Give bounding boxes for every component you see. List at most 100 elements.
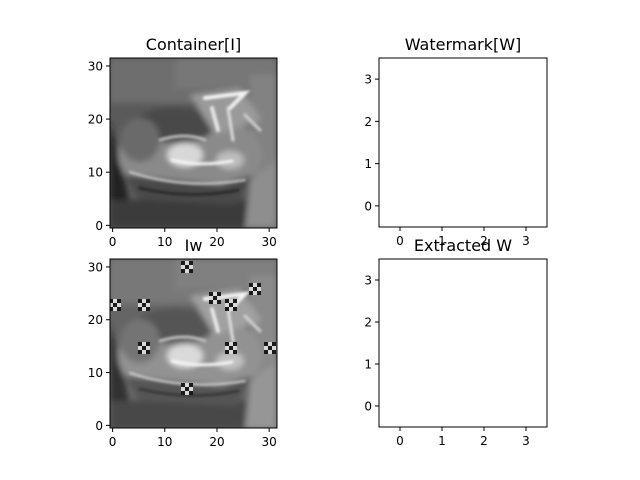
- watermark-mark: [229, 299, 233, 303]
- x-tick-label: 30: [262, 235, 277, 249]
- watermark-mark: [253, 287, 257, 291]
- watermark-mark: [249, 291, 253, 295]
- watermark-mark: [138, 350, 142, 354]
- watermark-mark: [146, 299, 150, 303]
- watermark-mark: [257, 291, 261, 295]
- x-tick-label: 3: [522, 434, 530, 448]
- x-tick-label: 10: [157, 235, 172, 249]
- watermark-mark: [209, 296, 213, 300]
- watermark-mark: [217, 296, 221, 300]
- watermark-mark: [110, 303, 113, 307]
- watermark-mark: [253, 283, 257, 287]
- watermark-mark: [142, 346, 146, 350]
- watermark-mark: [189, 391, 193, 395]
- panel-title: Extracted W: [414, 236, 512, 255]
- watermark-mark: [233, 307, 237, 311]
- axes-frame: [378, 258, 548, 428]
- watermark-mark: [217, 300, 221, 304]
- watermark-mark: [142, 299, 146, 303]
- watermark-mark: [181, 387, 185, 391]
- x-tick-label: 1: [438, 234, 446, 248]
- y-tick-label: 3: [364, 73, 372, 87]
- watermark-mark: [225, 307, 229, 311]
- watermark-mark: [113, 307, 117, 311]
- x-tick-label: 0: [109, 435, 117, 449]
- watermark-mark: [257, 283, 261, 287]
- watermark-mark: [264, 346, 268, 350]
- watermark-mark: [264, 350, 268, 354]
- car-image: [110, 259, 277, 428]
- watermark-mark: [272, 342, 276, 346]
- y-tick-label: 0: [364, 199, 372, 213]
- watermark-mark: [138, 342, 142, 346]
- x-tick-label: 1: [438, 434, 446, 448]
- x-tick-label: 2: [480, 434, 488, 448]
- y-tick-label: 2: [364, 115, 372, 129]
- watermark-mark: [110, 307, 113, 311]
- watermark-mark: [233, 303, 237, 307]
- x-tick-label: 0: [396, 434, 404, 448]
- watermark-mark: [181, 265, 185, 269]
- watermark-mark: [217, 292, 221, 296]
- watermark-mark: [225, 342, 229, 346]
- watermark-mark: [189, 265, 193, 269]
- watermark-mark: [146, 303, 150, 307]
- watermark-mark: [142, 303, 146, 307]
- watermark-mark: [142, 342, 146, 346]
- watermark-mark: [209, 292, 213, 296]
- watermark-mark: [233, 346, 237, 350]
- watermark-mark: [268, 350, 272, 354]
- watermark-mark: [113, 303, 117, 307]
- watermark-mark: [268, 342, 272, 346]
- watermark-mark: [213, 292, 217, 296]
- watermark-mark: [189, 383, 193, 387]
- watermark-mark: [189, 387, 193, 391]
- watermark-mark: [142, 307, 146, 311]
- subplot-1: 0 1 2 3 0 1 2 3 Watermark[W]: [364, 35, 548, 248]
- y-tick-label: 30: [88, 59, 103, 73]
- watermark-mark: [117, 303, 121, 307]
- watermark-mark: [225, 303, 229, 307]
- y-tick-label: 3: [364, 274, 372, 288]
- watermark-mark: [233, 299, 237, 303]
- x-tick-label: 0: [396, 234, 404, 248]
- y-tick-label: 10: [88, 166, 103, 180]
- watermark-mark: [146, 346, 150, 350]
- watermark-mark: [138, 307, 142, 311]
- watermark-mark: [189, 269, 193, 273]
- axes-frame: [378, 57, 548, 228]
- watermark-mark: [257, 287, 261, 291]
- watermark-mark: [229, 350, 233, 354]
- watermark-mark: [185, 265, 189, 269]
- panel-title: Watermark[W]: [405, 35, 522, 54]
- watermark-mark: [110, 299, 113, 303]
- watermark-mark: [272, 346, 276, 350]
- watermark-mark: [268, 346, 272, 350]
- panel-title: Container[I]: [146, 35, 241, 54]
- watermark-mark: [225, 350, 229, 354]
- axes-frame: [109, 258, 278, 429]
- y-tick-label: 2: [364, 316, 372, 330]
- watermark-mark: [185, 261, 189, 265]
- watermark-mark: [117, 307, 121, 311]
- watermark-mark: [233, 350, 237, 354]
- watermark-mark: [213, 296, 217, 300]
- panel-title: Iw: [185, 236, 203, 255]
- watermark-mark: [181, 269, 185, 273]
- watermark-mark: [249, 287, 253, 291]
- x-tick-label: 20: [209, 435, 224, 449]
- watermark-mark: [233, 342, 237, 346]
- watermark-mark: [146, 307, 150, 311]
- x-tick-label: 0: [109, 235, 117, 249]
- y-tick-label: 20: [88, 313, 103, 327]
- subplot-2: 0 10 20 30 0 10 20 30 Iw: [88, 236, 278, 449]
- watermark-mark: [264, 342, 268, 346]
- watermark-mark: [117, 299, 121, 303]
- watermark-mark: [249, 283, 253, 287]
- watermark-mark: [185, 387, 189, 391]
- watermark-mark: [229, 346, 233, 350]
- y-tick-label: 1: [364, 358, 372, 372]
- watermark-mark: [213, 300, 217, 304]
- y-tick-label: 0: [364, 400, 372, 414]
